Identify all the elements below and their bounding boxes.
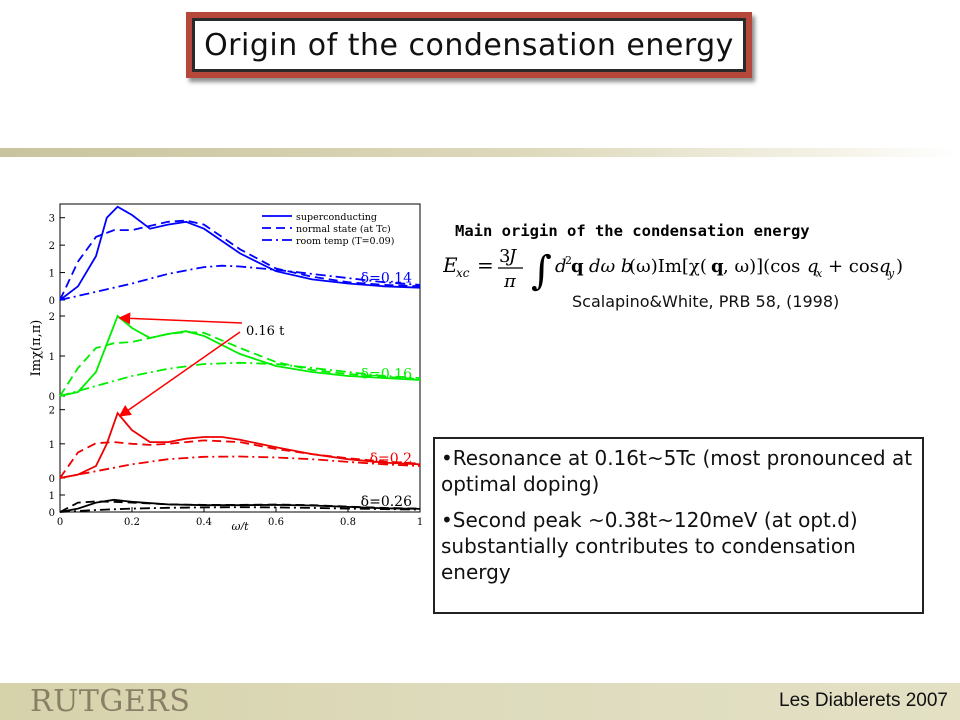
series-line-1-3 [59, 264, 421, 301]
svg-text:dω b: dω b [589, 256, 632, 277]
citation: Scalapino&White, PRB 58, (1998) [572, 292, 840, 311]
x-tick-label: 0.6 [268, 517, 284, 528]
series-line-1-2 [59, 219, 421, 301]
footer-text: Les Diablerets 2007 [779, 690, 948, 711]
y-axis-label: Imχ(π,π) [29, 320, 44, 377]
doping-label: δ=0.16 [361, 367, 412, 383]
svg-text:q: q [711, 256, 724, 277]
equation-heading: Main origin of the condensation energy [455, 222, 810, 240]
legend-label: room temp (T=0.09) [296, 236, 394, 247]
bullet-box: •Resonance at 0.16t~5Tc (most pronounced… [433, 437, 924, 614]
svg-text:d: d [555, 256, 567, 277]
doping-label: δ=0.2 [370, 451, 412, 467]
series-line-2-1 [59, 314, 421, 397]
im-chi-chart: 0 1 2 3 δ=0.14 0 1 2 δ=0.16 0 1 2 δ=0.2 0 1 δ=0.26 0 0.2 0… [29, 203, 423, 530]
series-line-4-2 [59, 500, 421, 513]
svg-text:): ) [896, 256, 903, 277]
svg-text:∫: ∫ [531, 248, 552, 294]
svg-text:q: q [807, 256, 819, 277]
title-box: Origin of the condensation energy [192, 18, 746, 72]
y-tick-label: 0 [49, 296, 55, 307]
x-tick-label: 0.2 [124, 517, 140, 528]
svg-text:π: π [503, 271, 517, 292]
y-tick-label: 1 [49, 352, 55, 363]
svg-text:q: q [571, 256, 584, 277]
divider-bar [0, 148, 960, 157]
x-tick-label: 0.4 [196, 517, 212, 528]
y-tick-label: 2 [49, 312, 55, 323]
condensation-energy-equation: E xc = 3 J π ∫ d 2 q dω b (ω)Im[χ( q , ω… [443, 246, 903, 294]
footer-bar [0, 683, 960, 720]
annotation-arrow-red [118, 331, 241, 417]
annotation-arrow-green [118, 312, 243, 325]
slide-title: Origin of the condensation energy [204, 27, 734, 63]
svg-text:xc: xc [456, 266, 470, 280]
svg-text:J: J [505, 246, 518, 267]
plot-frame [59, 203, 421, 513]
bullet-second-peak: •Second peak ~0.38t~120meV (at opt.d) su… [441, 508, 858, 584]
doping-label: δ=0.14 [361, 271, 412, 287]
series-line-3-3 [59, 455, 421, 479]
doping-label: δ=0.26 [361, 494, 412, 510]
series-line-2-2 [59, 331, 421, 397]
series-line-4-3 [59, 506, 421, 513]
y-tick-label: 1 [49, 269, 55, 280]
y-tick-label: 0 [49, 508, 55, 519]
y-tick-label: 2 [49, 406, 55, 417]
x-tick-label: 0.8 [340, 517, 356, 528]
svg-text:, ω)](cos: , ω)](cos [723, 256, 800, 277]
svg-text:x: x [816, 267, 823, 280]
y-tick-label: 2 [49, 241, 55, 252]
legend-label: normal state (at Tc) [296, 224, 391, 235]
y-tick-label: 0 [49, 474, 55, 485]
legend-label: superconducting [296, 212, 377, 223]
svg-text:y: y [887, 267, 895, 280]
y-tick-label: 0 [49, 392, 55, 403]
svg-text:E: E [443, 253, 458, 277]
y-tick-label: 1 [49, 440, 55, 451]
svg-text:2: 2 [565, 254, 572, 267]
svg-text:3: 3 [499, 246, 510, 267]
svg-text:q: q [879, 256, 891, 277]
series-line-2-3 [59, 361, 421, 397]
x-tick-label: 0 [57, 517, 63, 528]
svg-text:(ω)Im[χ(: (ω)Im[χ( [629, 256, 707, 277]
y-tick-label: 3 [49, 214, 55, 225]
bullet-resonance: •Resonance at 0.16t~5Tc (most pronounced… [441, 446, 913, 496]
title-frame: Origin of the condensation energy [186, 12, 752, 78]
x-tick-label: 1 [417, 517, 423, 528]
svg-text:+ cos: + cos [828, 256, 879, 277]
rutgers-logo: RUTGERS [30, 684, 191, 719]
series-line-3-2 [59, 439, 421, 479]
svg-text:=: = [477, 253, 494, 277]
annotation-label: 0.16 t [246, 324, 285, 339]
x-axis-label: ω/t [231, 520, 249, 530]
y-tick-label: 1 [49, 491, 55, 502]
series-line-1-1 [59, 205, 421, 301]
